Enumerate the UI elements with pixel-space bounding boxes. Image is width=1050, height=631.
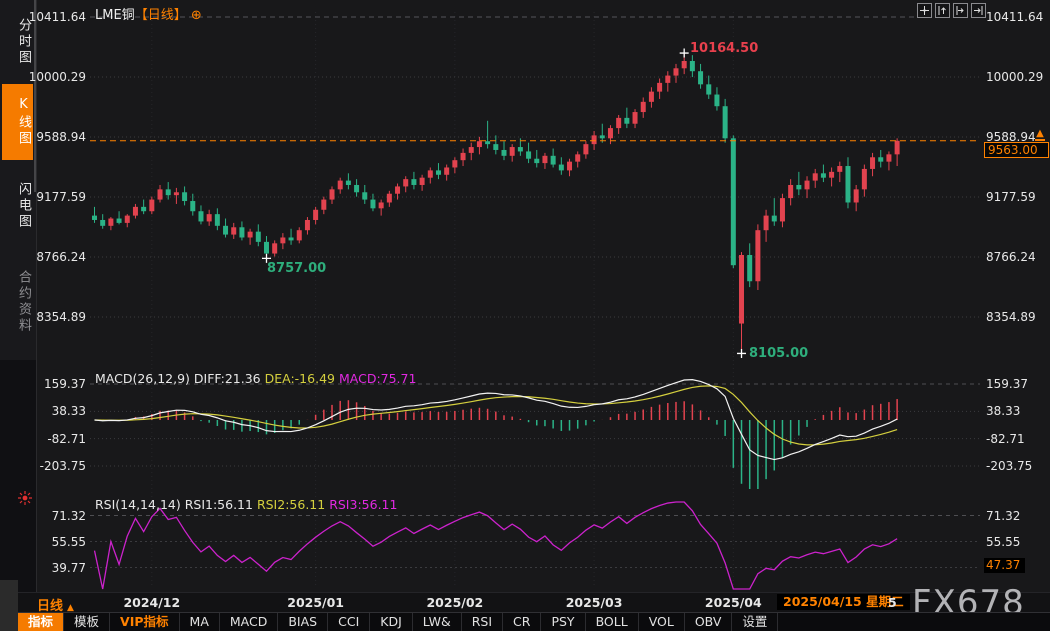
price-axis-left-label: 9588.94 bbox=[36, 130, 86, 144]
rsi-header: RSI(14,14,14) RSI1:56.11 RSI2:56.11 RSI3… bbox=[95, 497, 397, 512]
macd-axis-right-label: -203.75 bbox=[986, 458, 1033, 473]
period-selector[interactable]: 日线 ▲ bbox=[37, 595, 74, 614]
toolbar-item-8[interactable]: KDJ bbox=[370, 613, 413, 631]
macd-header: MACD(26,12,9) DIFF:21.36 DEA:-16.49 MACD… bbox=[95, 371, 416, 386]
toolbar-item-16[interactable]: 设置 bbox=[732, 613, 779, 631]
sidebar-scrollbar[interactable] bbox=[34, 0, 36, 192]
rsi-current-value-box: 47.37 bbox=[984, 558, 1026, 573]
price-axis-left-label: 8354.89 bbox=[36, 310, 86, 324]
macd-axis-right-label: 38.33 bbox=[986, 404, 1021, 419]
left-sidebar: 分时图 K线图闪电图合约资料 bbox=[0, 0, 37, 592]
price-axis-left-label: 9177.59 bbox=[36, 190, 86, 204]
macd-macd-value: MACD:75.71 bbox=[338, 371, 417, 386]
macd-params-diff: MACD(26,12,9) DIFF:21.36 bbox=[95, 371, 261, 386]
month-label: 2024/12 bbox=[123, 595, 181, 610]
sidebar-tab-4[interactable]: 合约资料 bbox=[16, 270, 31, 334]
crosshair-icon[interactable] bbox=[917, 3, 932, 18]
toolbar-item-12[interactable]: PSY bbox=[541, 613, 586, 631]
toolbar-item-14[interactable]: VOL bbox=[639, 613, 685, 631]
month-label: 2025/02 bbox=[426, 595, 484, 610]
sidebar-tab-1[interactable]: 分时图 bbox=[16, 18, 31, 66]
toolbar-item-11[interactable]: CR bbox=[503, 613, 542, 631]
toolbar-item-3[interactable]: VIP指标 bbox=[110, 613, 180, 631]
macd-dea-value: DEA:-16.49 bbox=[264, 371, 335, 386]
sidebar-lower-area bbox=[0, 360, 36, 592]
price-axis-right-label: 9588.94 bbox=[986, 130, 1036, 144]
macd-axis-left-label: 38.33 bbox=[51, 404, 86, 419]
toolbar-item-15[interactable]: OBV bbox=[685, 613, 733, 631]
price-axis-right-label: 9177.59 bbox=[986, 190, 1036, 204]
macd-axis-left-label: -82.71 bbox=[47, 431, 86, 446]
macd-axis-left-label: -203.75 bbox=[39, 458, 86, 473]
expand-pane-right-icon[interactable] bbox=[953, 3, 968, 18]
chart-title: LME铜【日线】 ⊕ bbox=[95, 4, 202, 23]
low-price-annotation-2: 8105.00 bbox=[749, 346, 809, 361]
macd-axis-right-label: 159.37 bbox=[986, 377, 1028, 392]
low-price-annotation-1: 8757.00 bbox=[267, 261, 327, 276]
price-axis-right-label: 10000.29 bbox=[986, 70, 1044, 84]
rsi-axis-right-label: 71.32 bbox=[986, 508, 1021, 523]
month-label: 2025/03 bbox=[565, 595, 623, 610]
price-axis-right-label: 8766.24 bbox=[986, 250, 1036, 264]
toolbar-item-7[interactable]: CCI bbox=[328, 613, 371, 631]
price-axis-right-label: 8354.89 bbox=[986, 310, 1036, 324]
toolbar-item-4[interactable]: MA bbox=[180, 613, 220, 631]
pane-controls bbox=[917, 3, 986, 18]
high-price-annotation: 10164.50 bbox=[690, 41, 759, 56]
partial-month-label: 5 bbox=[888, 595, 897, 610]
period-bracket-label: 【日线】 bbox=[134, 8, 187, 23]
zoom-add-icon[interactable]: ⊕ bbox=[190, 8, 202, 23]
rsi-axis-left-label: 55.55 bbox=[51, 534, 86, 549]
last-price-box: 9563.00 bbox=[984, 142, 1049, 158]
live-indicator-icon bbox=[16, 489, 34, 510]
rsi3-value: RSI3:56.11 bbox=[329, 497, 398, 512]
latest-arrow-icon[interactable]: ▲ bbox=[1035, 128, 1045, 141]
sidebar-tab-3[interactable]: 闪电图 bbox=[16, 182, 31, 230]
period-arrow-icon: ▲ bbox=[67, 603, 74, 613]
price-axis-left-label: 8766.24 bbox=[36, 250, 86, 264]
current-date-box: 2025/04/15 星期二 bbox=[777, 594, 910, 610]
toolbar-item-10[interactable]: RSI bbox=[462, 613, 504, 631]
rsi-axis-right-label: 55.55 bbox=[986, 534, 1021, 549]
month-label: 2025/04 bbox=[704, 595, 762, 610]
rsi-axis-left-label: 71.32 bbox=[51, 508, 86, 523]
rsi-axis-left-label: 39.77 bbox=[51, 560, 86, 575]
price-axis-left-label: 10000.29 bbox=[28, 70, 86, 84]
toolbar-item-2[interactable]: 模板 bbox=[64, 613, 111, 631]
macd-axis-right-label: -82.71 bbox=[986, 431, 1025, 446]
indicator-toolbar: 指标 模板 VIP指标 MA MACD BIAS CCI KDJ LW& RSI CR PSY BOLL… bbox=[18, 612, 1050, 631]
period-label: 日线 bbox=[37, 599, 64, 614]
bottom-left-corner bbox=[0, 580, 18, 631]
toolbar-item-5[interactable]: MACD bbox=[220, 613, 279, 631]
price-axis-right-label: 10411.64 bbox=[986, 10, 1044, 24]
toolbar-item-13[interactable]: BOLL bbox=[586, 613, 639, 631]
toolbar-item-1[interactable]: 指标 bbox=[18, 613, 65, 631]
move-pane-right-icon[interactable] bbox=[971, 3, 986, 18]
symbol-name: LME铜 bbox=[95, 8, 135, 23]
month-label: 2025/01 bbox=[287, 595, 345, 610]
expand-pane-up-icon[interactable] bbox=[935, 3, 950, 18]
rsi-params-rsi1: RSI(14,14,14) RSI1:56.11 bbox=[95, 497, 253, 512]
macd-axis-left-label: 159.37 bbox=[44, 377, 86, 392]
price-axis-left-label: 10411.64 bbox=[28, 10, 86, 24]
toolbar-item-6[interactable]: BIAS bbox=[278, 613, 329, 631]
sidebar-tab-2[interactable]: K线图 bbox=[2, 84, 33, 160]
toolbar-item-9[interactable]: LW& bbox=[413, 613, 462, 631]
rsi2-value: RSI2:56.11 bbox=[256, 497, 326, 512]
